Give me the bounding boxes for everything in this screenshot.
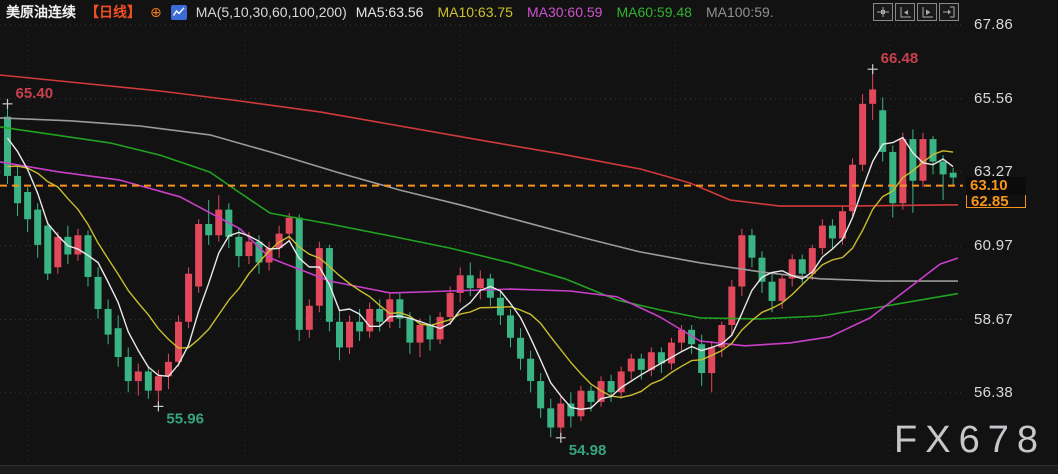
chart-header: 美原油连续 【日线】 ⊕ MA(5,10,30,60,100,200) MA5:… xyxy=(6,2,774,22)
ma-line-ma30 xyxy=(0,161,959,347)
axis-price-label: 60.97 xyxy=(974,236,1014,254)
toolbar-pan-left-icon[interactable] xyxy=(895,3,915,21)
watermark-fx678: FX678 xyxy=(894,419,1046,461)
ma-value-label: MA30:60.59 xyxy=(526,4,603,20)
ma-value-label: MA100:59. xyxy=(705,4,774,20)
ma-line-ma5 xyxy=(6,136,954,410)
ma-line-ma10 xyxy=(7,150,954,399)
ma-lines-layer xyxy=(0,74,959,410)
symbol-name: 美原油连续 xyxy=(6,4,76,20)
toolbar-crosshair-icon[interactable] xyxy=(873,3,893,21)
high-annotation: 66.48 xyxy=(881,50,919,67)
ma-value-label: MA60:59.48 xyxy=(616,4,692,20)
ma-line-ma60 xyxy=(0,126,959,320)
ma-value-label: MA5:63.56 xyxy=(355,4,424,20)
chart-type-icon[interactable] xyxy=(170,4,187,20)
chart-toolbar xyxy=(873,3,959,21)
axis-price-label: 67.86 xyxy=(974,16,1014,33)
ma-values: MA5:63.56 MA10:63.75 MA30:60.59 MA60:59.48 M… xyxy=(356,4,774,20)
add-indicator-icon[interactable]: ⊕ xyxy=(150,4,162,20)
grid-layer xyxy=(0,24,963,463)
toolbar-exit-icon[interactable] xyxy=(939,3,959,21)
low-annotation: 54.98 xyxy=(569,442,607,459)
low-annotation: 55.96 xyxy=(166,410,204,427)
bottom-time-axis-strip xyxy=(0,465,1058,474)
ma-config-label: MA(5,10,30,60,100,200) xyxy=(195,4,347,20)
price-axis[interactable]: 62.85 63.10 67.86 65.56 63.27 60.97 58.67 56.… xyxy=(965,0,1058,474)
ma-value-label: MA10:63.75 xyxy=(437,4,513,20)
period-selector[interactable]: 【日线】 xyxy=(85,4,141,20)
toolbar-play-forward-icon[interactable] xyxy=(917,3,937,21)
ma-line-ma200 xyxy=(0,74,959,207)
axis-price-label: 65.56 xyxy=(974,89,1014,107)
last-price-tag: 63.10 xyxy=(966,176,1026,195)
candles-layer xyxy=(4,69,957,438)
high-annotation: 65.40 xyxy=(16,85,54,102)
annotations-layer: 65.40 66.48 55.96 54.98 xyxy=(2,50,919,459)
axis-price-label: 63.27 xyxy=(974,163,1014,181)
axis-price-label: 56.38 xyxy=(974,383,1014,401)
axis-price-label: 58.67 xyxy=(974,310,1014,328)
